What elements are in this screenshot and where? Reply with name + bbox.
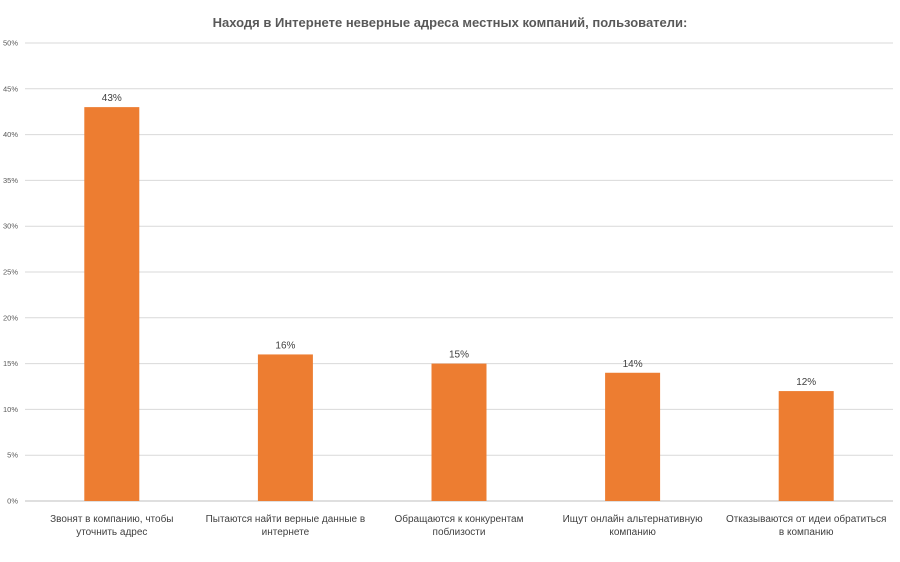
data-label: 12%: [796, 377, 816, 388]
data-labels: 43% 16% 15% 14% 12%: [102, 93, 817, 388]
x-tick-label: Обращаются к конкурентам поблизости: [394, 513, 523, 538]
data-label: 14%: [623, 359, 643, 370]
x-tick-label-line: Звонят в компанию, чтобы: [50, 513, 173, 525]
y-tick-label: 10%: [3, 405, 18, 414]
y-tick-label: 50%: [3, 39, 18, 48]
x-tick-label: Пытаются найти верные данные в интернете: [206, 514, 366, 538]
bar: [431, 363, 487, 501]
bar: [605, 372, 661, 501]
x-tick-label-line: в компанию: [779, 527, 834, 538]
y-tick-label: 30%: [3, 222, 18, 231]
bar: [778, 391, 834, 501]
x-tick-label-line: Обращаются к конкурентам: [394, 513, 523, 525]
x-tick-label: Отказываются от идеи обратиться в компани…: [726, 513, 887, 538]
y-tick-label: 45%: [3, 84, 18, 93]
bars: [84, 107, 834, 502]
x-tick-label-line: поблизости: [433, 526, 486, 538]
x-tick-label: Звонят в компанию, чтобы уточнить адрес: [50, 513, 173, 538]
x-tick-label-line: интернете: [262, 527, 310, 538]
x-tick-label-line: уточнить адрес: [76, 527, 147, 538]
bar: [257, 354, 313, 501]
data-label: 15%: [449, 350, 469, 361]
bar: [84, 107, 140, 502]
y-tick-label: 15%: [3, 359, 18, 368]
data-label: 43%: [102, 93, 122, 104]
y-axis-ticks: 0% 5% 10% 15% 20% 25% 30% 35% 40% 45% 50%: [3, 39, 18, 506]
y-tick-label: 20%: [3, 313, 18, 322]
y-tick-label: 0%: [7, 497, 18, 506]
x-axis-ticks: Звонят в компанию, чтобы уточнить адрес Пы…: [50, 513, 886, 538]
gridlines: [25, 42, 893, 502]
y-tick-label: 35%: [3, 176, 18, 185]
y-tick-label: 40%: [3, 130, 18, 139]
y-tick-label: 5%: [7, 451, 18, 460]
x-tick-label: Ищут онлайн альтернативную компанию: [563, 514, 704, 538]
x-tick-label-line: Пытаются найти верные данные в: [206, 514, 366, 525]
chart-title: Находя в Интернете неверные адреса местн…: [213, 15, 688, 30]
data-label: 16%: [275, 340, 295, 351]
y-tick-label: 25%: [3, 268, 18, 277]
x-tick-label-line: Ищут онлайн альтернативную: [563, 514, 704, 525]
x-tick-label-line: компанию: [609, 527, 656, 538]
x-tick-label-line: Отказываются от идеи обратиться: [726, 513, 887, 525]
